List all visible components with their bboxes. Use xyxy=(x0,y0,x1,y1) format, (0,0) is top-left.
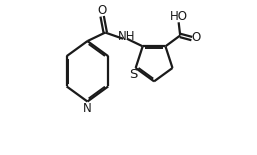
Text: NH: NH xyxy=(118,30,136,43)
Text: O: O xyxy=(97,4,107,17)
Text: O: O xyxy=(191,31,200,44)
Text: S: S xyxy=(130,68,138,81)
Text: N: N xyxy=(83,102,92,115)
Text: HO: HO xyxy=(170,10,188,23)
